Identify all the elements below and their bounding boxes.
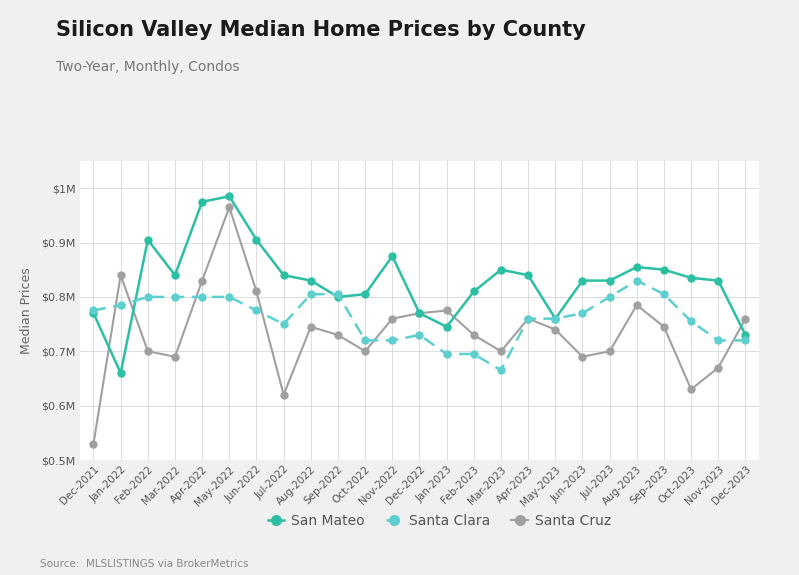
Santa Clara xyxy=(578,310,587,317)
San Mateo xyxy=(442,323,451,330)
Santa Cruz xyxy=(632,302,642,309)
Santa Clara xyxy=(333,291,343,298)
San Mateo xyxy=(741,332,750,339)
Santa Clara xyxy=(170,293,180,300)
Santa Cruz xyxy=(388,315,397,322)
Santa Clara xyxy=(632,277,642,284)
Line: Santa Clara: Santa Clara xyxy=(90,277,749,374)
San Mateo xyxy=(333,293,343,300)
Legend: San Mateo, Santa Clara, Santa Cruz: San Mateo, Santa Clara, Santa Cruz xyxy=(262,508,617,534)
San Mateo xyxy=(170,272,180,279)
San Mateo xyxy=(496,266,506,273)
Santa Clara xyxy=(197,293,207,300)
Santa Cruz xyxy=(306,323,316,330)
Santa Clara xyxy=(415,332,424,339)
San Mateo xyxy=(360,291,370,298)
Santa Clara xyxy=(659,291,669,298)
San Mateo xyxy=(523,272,533,279)
Santa Clara xyxy=(496,367,506,374)
San Mateo xyxy=(605,277,614,284)
Santa Cruz xyxy=(551,326,560,333)
San Mateo xyxy=(686,274,696,281)
Text: Source:  MLSLISTINGS via BrokerMetrics: Source: MLSLISTINGS via BrokerMetrics xyxy=(40,559,248,569)
Santa Cruz xyxy=(279,392,288,398)
Santa Clara xyxy=(116,302,125,309)
Santa Clara xyxy=(89,307,98,314)
Santa Cruz xyxy=(116,272,125,279)
Santa Cruz xyxy=(333,332,343,339)
Santa Clara xyxy=(279,321,288,328)
San Mateo xyxy=(89,310,98,317)
Santa Clara xyxy=(252,307,261,314)
San Mateo xyxy=(252,236,261,243)
Santa Cruz xyxy=(360,348,370,355)
Line: San Mateo: San Mateo xyxy=(90,193,749,377)
Line: Santa Cruz: Santa Cruz xyxy=(90,204,749,447)
San Mateo xyxy=(143,236,153,243)
Santa Cruz xyxy=(578,353,587,360)
Santa Cruz xyxy=(442,307,451,314)
San Mateo xyxy=(197,198,207,205)
Santa Clara xyxy=(714,337,723,344)
Santa Clara xyxy=(143,293,153,300)
Santa Cruz xyxy=(170,353,180,360)
Santa Cruz xyxy=(415,310,424,317)
San Mateo xyxy=(306,277,316,284)
Santa Cruz xyxy=(659,323,669,330)
Santa Clara xyxy=(523,315,533,322)
Santa Cruz xyxy=(225,204,234,210)
San Mateo xyxy=(659,266,669,273)
Santa Clara xyxy=(306,291,316,298)
Santa Cruz xyxy=(252,288,261,295)
Santa Clara xyxy=(360,337,370,344)
Santa Clara xyxy=(388,337,397,344)
San Mateo xyxy=(551,315,560,322)
San Mateo xyxy=(116,370,125,377)
Santa Cruz xyxy=(523,315,533,322)
San Mateo xyxy=(225,193,234,200)
Santa Cruz xyxy=(741,315,750,322)
Santa Cruz xyxy=(714,364,723,371)
Text: Two-Year, Monthly, Condos: Two-Year, Monthly, Condos xyxy=(56,60,240,74)
Santa Clara xyxy=(741,337,750,344)
Text: Silicon Valley Median Home Prices by County: Silicon Valley Median Home Prices by Cou… xyxy=(56,20,586,40)
Santa Clara xyxy=(605,293,614,300)
Santa Clara xyxy=(469,351,479,358)
Santa Clara xyxy=(551,315,560,322)
Santa Cruz xyxy=(686,386,696,393)
Santa Clara xyxy=(686,318,696,325)
Santa Cruz xyxy=(496,348,506,355)
San Mateo xyxy=(714,277,723,284)
San Mateo xyxy=(279,272,288,279)
Santa Cruz xyxy=(469,332,479,339)
Santa Cruz xyxy=(143,348,153,355)
Santa Cruz xyxy=(89,440,98,447)
San Mateo xyxy=(632,263,642,270)
Santa Cruz xyxy=(197,277,207,284)
Santa Clara xyxy=(225,293,234,300)
Santa Cruz xyxy=(605,348,614,355)
San Mateo xyxy=(388,252,397,259)
San Mateo xyxy=(415,310,424,317)
Y-axis label: Median Prices: Median Prices xyxy=(20,267,33,354)
Santa Clara xyxy=(442,351,451,358)
San Mateo xyxy=(578,277,587,284)
San Mateo xyxy=(469,288,479,295)
